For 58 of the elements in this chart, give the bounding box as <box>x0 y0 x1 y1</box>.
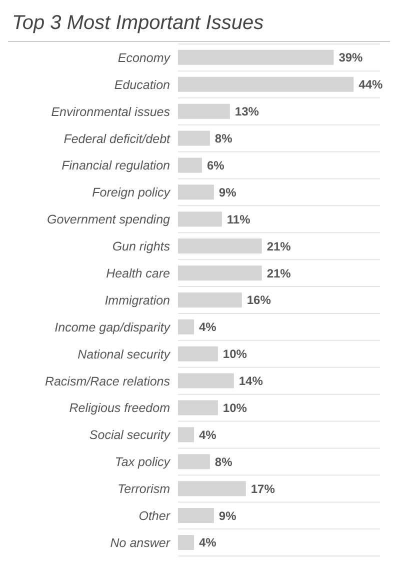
bar <box>178 130 210 146</box>
bar <box>178 50 334 65</box>
bar <box>178 346 218 362</box>
data-label: 11% <box>226 212 251 226</box>
data-label: 39% <box>338 50 364 65</box>
y-tick-label: Other <box>138 509 171 524</box>
y-tick-label: Education <box>114 78 170 92</box>
data-label: 44% <box>358 78 383 92</box>
y-tick-label: Racism/Race relations <box>44 374 170 388</box>
data-label: 14% <box>238 374 264 388</box>
y-tick-label: Terrorism <box>118 482 170 496</box>
data-label: 16% <box>246 293 272 308</box>
y-tick-label: Social security <box>89 428 171 442</box>
y-tick-label: Tax policy <box>114 455 171 470</box>
y-tick-label: Foreign policy <box>92 186 171 200</box>
data-label: 17% <box>250 482 276 496</box>
data-label: 10% <box>222 401 248 416</box>
y-tick-label: No answer <box>110 536 171 550</box>
y-tick-label: Government spending <box>47 212 170 227</box>
data-label: 6% <box>206 158 225 172</box>
bar <box>178 212 222 227</box>
y-tick-label: Religious freedom <box>69 401 170 416</box>
chart-title: Top 3 Most Important Issues <box>8 8 390 42</box>
data-label: 9% <box>218 185 237 200</box>
data-label: 9% <box>218 508 237 523</box>
data-label: 21% <box>266 239 292 254</box>
y-tick-label: Economy <box>118 50 171 65</box>
bar <box>178 454 210 470</box>
bar <box>178 266 262 281</box>
bar <box>178 76 354 92</box>
y-tick-label: Gun rights <box>112 240 170 254</box>
bar <box>178 292 242 308</box>
data-label: 4% <box>198 428 217 442</box>
y-tick-label: Income gap/disparity <box>54 320 171 334</box>
bar <box>178 104 230 119</box>
data-label: 4% <box>198 320 217 334</box>
data-label: 8% <box>214 132 233 146</box>
bar <box>178 319 194 334</box>
data-label: 21% <box>266 266 292 280</box>
bar <box>178 427 194 442</box>
bar <box>178 508 214 524</box>
bar <box>178 481 246 496</box>
y-tick-label: Environmental issues <box>51 104 170 119</box>
data-label: 13% <box>234 104 260 119</box>
bar <box>178 238 262 254</box>
bar <box>178 184 214 200</box>
data-label: 4% <box>198 536 217 550</box>
bar <box>178 534 194 550</box>
y-tick-label: Federal deficit/debt <box>64 132 171 146</box>
y-tick-label: Health care <box>106 266 170 280</box>
data-label: 10% <box>222 347 248 362</box>
data-label: 8% <box>214 454 233 469</box>
y-tick-label: National security <box>78 347 171 362</box>
bar <box>178 158 202 173</box>
y-tick-label: Immigration <box>104 293 170 308</box>
bar <box>178 400 218 416</box>
y-tick-label: Financial regulation <box>62 158 170 173</box>
bar <box>178 373 234 388</box>
